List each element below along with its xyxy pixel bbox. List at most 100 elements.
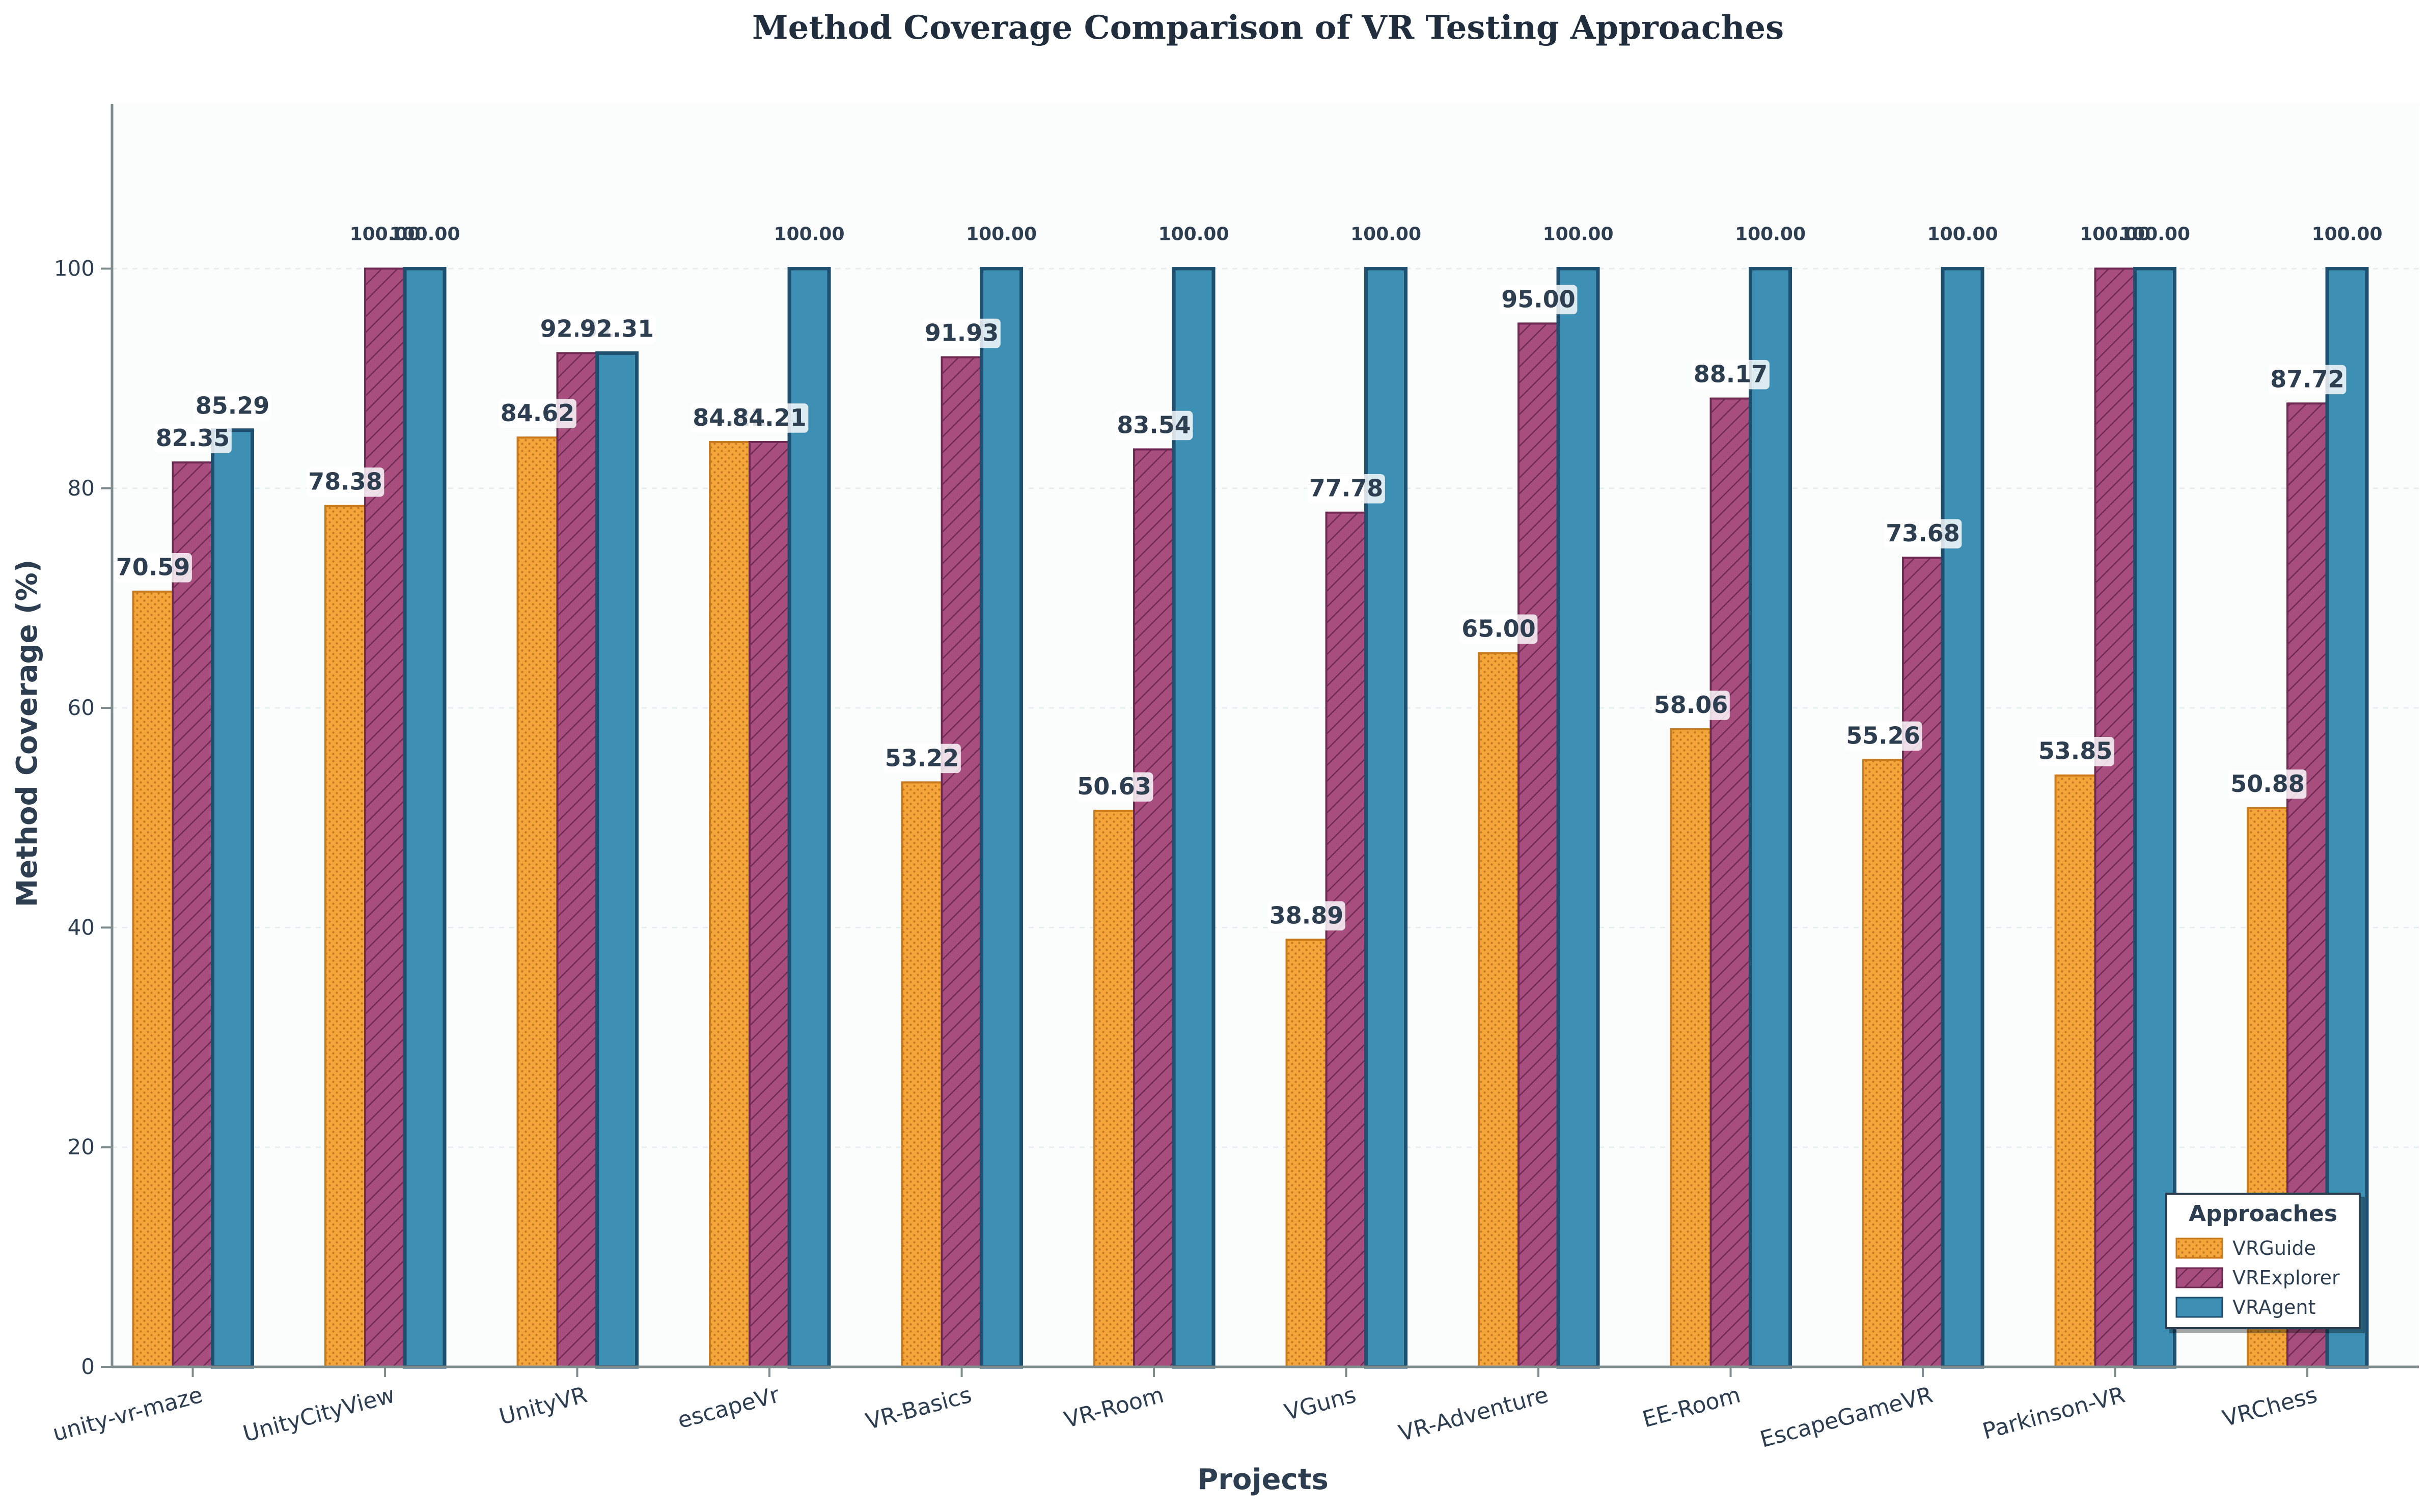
- data-label-background: [923, 318, 1001, 348]
- data-label-text: 100.00: [390, 224, 460, 244]
- bar-vrguide-vr-basics: [901, 781, 943, 1368]
- data-label-vrexplorer-ee-room: 88.17: [1692, 360, 1770, 390]
- data-label-text: 100.00: [1735, 224, 1806, 244]
- y-tick-label: 100: [54, 256, 95, 281]
- data-label-background: [1652, 691, 1730, 720]
- data-label-vragent-escapevr: 100.00: [774, 224, 845, 244]
- bar-vragent-vr-adventure: [1556, 266, 1600, 1369]
- bar-vrexplorer-vguns: [1325, 511, 1367, 1368]
- data-label-text: 73.68: [1886, 519, 1960, 547]
- data-label-vragent-unity-vr-maze: 85.29: [194, 392, 271, 421]
- legend-title: Approaches: [2189, 1201, 2337, 1227]
- data-label-text: 84.62: [501, 399, 575, 427]
- data-label-text: 82.35: [156, 424, 230, 452]
- legend: Approaches VRGuide VRExplorer VRAgent: [2165, 1193, 2361, 1329]
- data-label-vragent-vr-adventure: 100.00: [1543, 224, 1614, 244]
- bar-vragent-unitycityview: [403, 266, 447, 1369]
- data-label-text: 83.54: [1117, 411, 1191, 438]
- data-label-vrguide-escapegamevr: 55.26: [1844, 721, 1922, 751]
- data-label-text: 77.78: [1309, 475, 1384, 502]
- data-label-vragent-vguns: 100.00: [1350, 224, 1421, 244]
- data-label-text: 85.29: [196, 392, 270, 420]
- data-label-text: 100.00: [1927, 224, 1998, 244]
- x-tick-label: VRChess: [2220, 1382, 2320, 1432]
- bar-vrexplorer-parkinson-vr: [2094, 267, 2136, 1368]
- x-tick-group: unity-vr-maze UnityCityView UnityVR escapeV…: [50, 1367, 2320, 1453]
- data-label-vrguide-vrchess: 50.88: [2228, 769, 2307, 799]
- data-label-vrexplorer-unitycityview: 100.00: [350, 224, 421, 244]
- x-tick-label: escapeVr: [675, 1382, 782, 1434]
- bar-vrguide-escapegamevr: [1862, 759, 1904, 1368]
- data-label-vragent-unitycityview: 100.00: [390, 224, 460, 244]
- legend-swatch-vrguide: [2175, 1238, 2223, 1259]
- bar-vrguide-parkinson-vr: [2054, 774, 2096, 1368]
- data-label-vrexplorer-escapevr: 84.21: [730, 403, 809, 433]
- data-label-vragent-vr-room: 100.00: [1158, 224, 1229, 244]
- x-tick-label: UnityVR: [496, 1382, 590, 1430]
- bar-vrexplorer-unityvr: [556, 352, 598, 1368]
- data-label-vrexplorer-vr-adventure: 95.00: [1499, 285, 1578, 315]
- data-label-background: [2268, 365, 2347, 395]
- data-label-background: [1884, 519, 1962, 548]
- data-label-vrguide-unityvr: 84.62: [499, 399, 576, 428]
- data-label-text: 38.89: [1269, 901, 1344, 929]
- data-label-vrexplorer-vguns: 77.78: [1307, 474, 1385, 504]
- y-tick-label: 40: [68, 915, 95, 940]
- bar-vrexplorer-vr-adventure: [1517, 322, 1560, 1368]
- data-label-vrguide-vr-room: 50.63: [1075, 772, 1153, 802]
- bar-vrguide-vguns: [1285, 939, 1328, 1368]
- data-label-text: 100.00: [966, 224, 1037, 244]
- bar-vrguide-ee-room: [1670, 728, 1712, 1368]
- data-label-text: 100.00: [2119, 224, 2190, 244]
- data-label-vrguide-unitycityview: 78.38: [306, 468, 384, 497]
- x-tick-label: EE-Room: [1640, 1382, 1743, 1433]
- bar-vragent-parkinson-vr: [2133, 266, 2177, 1369]
- data-label-background: [1459, 614, 1538, 644]
- bar-vrexplorer-vr-room: [1133, 448, 1175, 1368]
- data-label-vrguide-vr-adventure: 65.00: [1459, 614, 1538, 644]
- data-label-vrguide-vr-basics: 53.22: [883, 744, 961, 774]
- bar-vrexplorer-escapegamevr: [1902, 557, 1944, 1368]
- data-label-text: 55.26: [1846, 722, 1920, 749]
- data-label-background: [1115, 410, 1193, 441]
- x-tick-label: VR-Basics: [863, 1382, 975, 1435]
- y-tick-label: 80: [68, 476, 95, 501]
- data-label-background: [154, 424, 232, 453]
- bar-vragent-vguns: [1364, 266, 1408, 1369]
- bar-vrexplorer-ee-room: [1709, 397, 1752, 1368]
- data-label-vrexplorer-vr-room: 83.54: [1115, 410, 1193, 441]
- data-label-vrexplorer-vrchess: 87.72: [2268, 365, 2347, 395]
- bar-vrguide-unitycityview: [324, 505, 367, 1368]
- y-tick-label: 0: [81, 1354, 95, 1379]
- chart-title: Method Coverage Comparison of VR Testing…: [752, 9, 1784, 47]
- data-label-vrguide-unity-vr-maze: 70.59: [114, 553, 192, 583]
- data-label-vragent-vr-basics: 100.00: [966, 224, 1037, 244]
- x-tick-label: VR-Adventure: [1396, 1382, 1551, 1446]
- data-label-background: [194, 392, 271, 421]
- data-label-vrexplorer-unity-vr-maze: 82.35: [154, 424, 232, 453]
- data-label-text: 53.22: [885, 744, 959, 772]
- data-label-background: [114, 553, 192, 583]
- data-label-vrexplorer-vr-basics: 91.93: [923, 318, 1001, 348]
- legend-label-vragent: VRAgent: [2232, 1296, 2315, 1318]
- data-label-text: 100.00: [1350, 224, 1421, 244]
- data-label-text: 100.00: [2080, 224, 2150, 244]
- data-label-background: [499, 399, 576, 428]
- data-label-text: 100.00: [350, 224, 421, 244]
- data-label-text: 100.00: [774, 224, 845, 244]
- data-labels-group: 70.5982.3585.2978.38100.00100.0084.6292.…: [114, 224, 2383, 931]
- data-label-background: [1692, 360, 1770, 390]
- bar-vrguide-vr-room: [1093, 810, 1136, 1368]
- bar-vragent-vr-room: [1172, 266, 1216, 1369]
- data-label-vrexplorer-escapegamevr: 73.68: [1884, 519, 1962, 548]
- legend-label-vrguide: VRGuide: [2232, 1237, 2316, 1259]
- data-label-vrguide-vguns: 38.89: [1267, 901, 1345, 931]
- data-label-text: 91.93: [925, 319, 999, 347]
- legend-swatch-vragent: [2175, 1297, 2223, 1318]
- data-label-text: 53.85: [2038, 737, 2113, 765]
- plot-area-background: [112, 104, 2419, 1367]
- data-label-text: 92.31: [580, 315, 654, 342]
- x-tick-label: VR-Room: [1061, 1382, 1166, 1433]
